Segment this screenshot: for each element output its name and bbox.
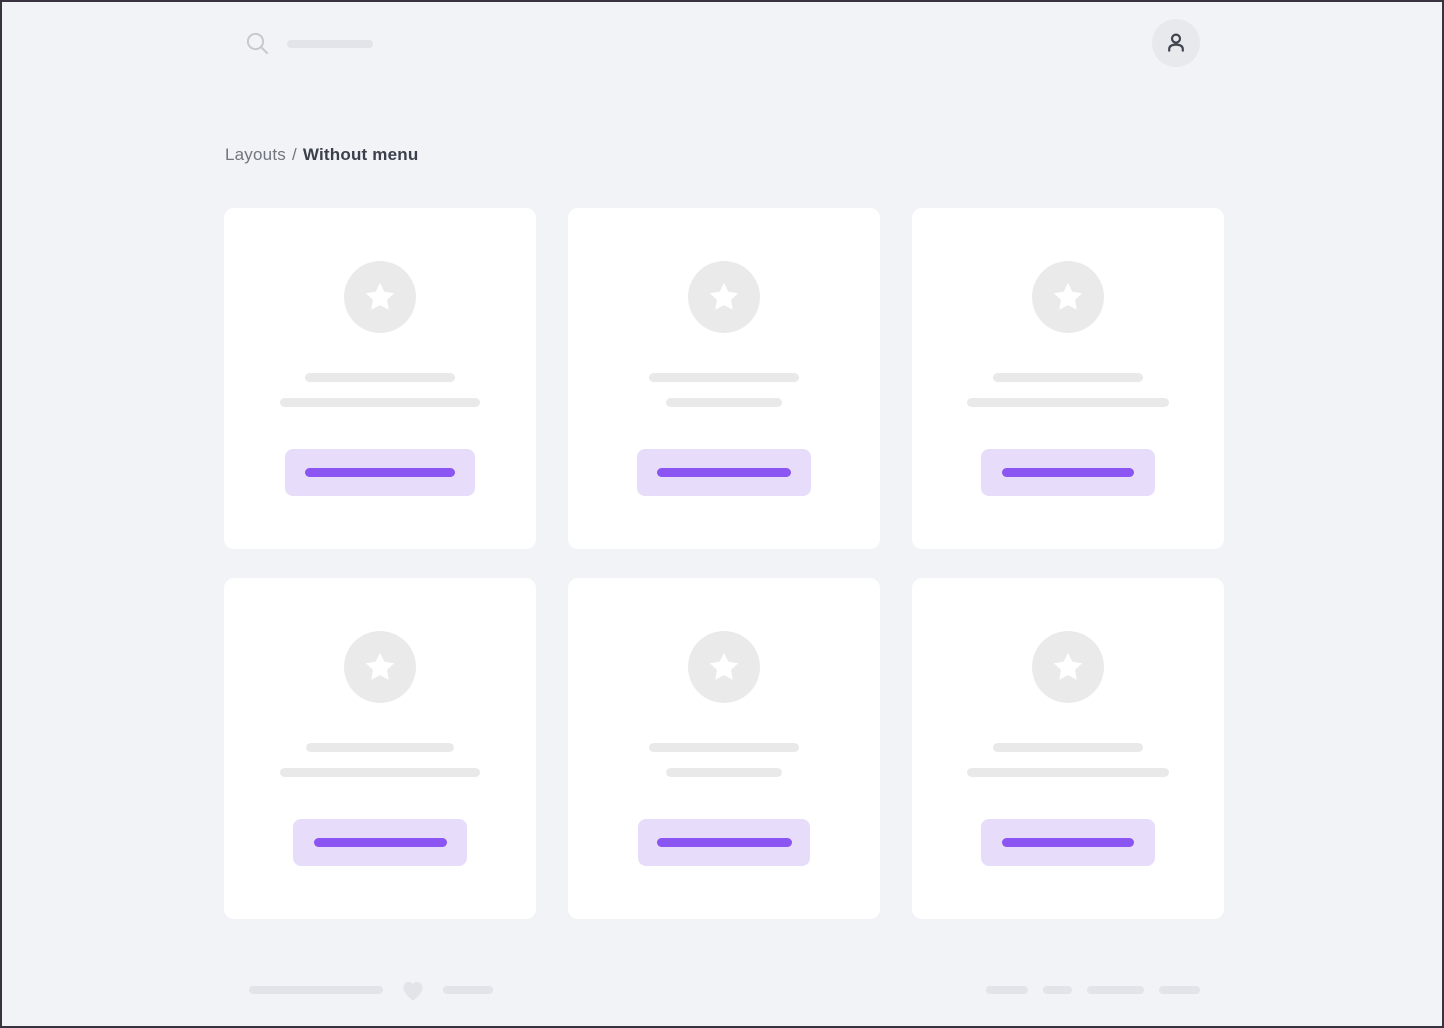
footer-right bbox=[986, 986, 1200, 994]
button-label-placeholder bbox=[305, 468, 455, 477]
card-6 bbox=[912, 578, 1224, 919]
search-input[interactable] bbox=[245, 31, 373, 56]
cards-grid bbox=[224, 208, 1224, 919]
user-icon bbox=[1168, 33, 1184, 52]
star-icon bbox=[709, 282, 739, 310]
card-1 bbox=[224, 208, 536, 549]
star-icon bbox=[1053, 282, 1083, 310]
card-action-button[interactable] bbox=[637, 449, 811, 496]
star-icon bbox=[365, 282, 395, 310]
subtitle-placeholder bbox=[280, 768, 480, 777]
star-badge bbox=[688, 261, 760, 333]
star-badge bbox=[1032, 631, 1104, 703]
title-placeholder bbox=[306, 743, 454, 752]
title-placeholder bbox=[993, 373, 1143, 382]
avatar-button[interactable] bbox=[1152, 19, 1200, 67]
breadcrumb-parent[interactable]: Layouts bbox=[225, 145, 286, 164]
subtitle-placeholder bbox=[967, 768, 1169, 777]
card-4 bbox=[224, 578, 536, 919]
title-placeholder bbox=[649, 743, 799, 752]
search-icon bbox=[246, 32, 268, 54]
search-placeholder-line bbox=[287, 39, 373, 48]
card-5 bbox=[568, 578, 880, 919]
star-icon bbox=[709, 652, 739, 680]
subtitle-placeholder bbox=[967, 398, 1169, 407]
breadcrumb-separator: / bbox=[291, 145, 297, 164]
title-placeholder bbox=[993, 743, 1143, 752]
title-placeholder bbox=[649, 373, 799, 382]
subtitle-placeholder bbox=[666, 398, 782, 407]
breadcrumb: Layouts / Without menu bbox=[225, 145, 418, 165]
star-icon bbox=[1053, 652, 1083, 680]
button-label-placeholder bbox=[656, 838, 792, 847]
button-label-placeholder bbox=[1002, 468, 1134, 477]
card-action-button[interactable] bbox=[638, 819, 810, 866]
card-action-button[interactable] bbox=[981, 819, 1155, 866]
card-2 bbox=[568, 208, 880, 549]
star-badge bbox=[344, 631, 416, 703]
heart-icon bbox=[403, 981, 423, 1001]
footer-pill bbox=[1159, 986, 1200, 994]
title-placeholder bbox=[305, 373, 455, 382]
button-label-placeholder bbox=[657, 468, 791, 477]
footer-pill bbox=[1043, 986, 1072, 994]
breadcrumb-current: Without menu bbox=[302, 145, 419, 164]
footer-pill bbox=[986, 986, 1028, 994]
star-badge bbox=[688, 631, 760, 703]
card-action-button[interactable] bbox=[981, 449, 1155, 496]
button-label-placeholder bbox=[1002, 838, 1134, 847]
subtitle-placeholder bbox=[280, 398, 480, 407]
card-action-button[interactable] bbox=[285, 449, 475, 496]
footer-line bbox=[443, 986, 493, 994]
footer-pill bbox=[1087, 986, 1144, 994]
button-label-placeholder bbox=[313, 838, 447, 847]
star-badge bbox=[344, 261, 416, 333]
subtitle-placeholder bbox=[666, 768, 782, 777]
footer-line bbox=[249, 986, 383, 994]
footer-left bbox=[249, 976, 493, 1004]
card-3 bbox=[912, 208, 1224, 549]
card-action-button[interactable] bbox=[293, 819, 467, 866]
star-badge bbox=[1032, 261, 1104, 333]
star-icon bbox=[365, 652, 395, 680]
